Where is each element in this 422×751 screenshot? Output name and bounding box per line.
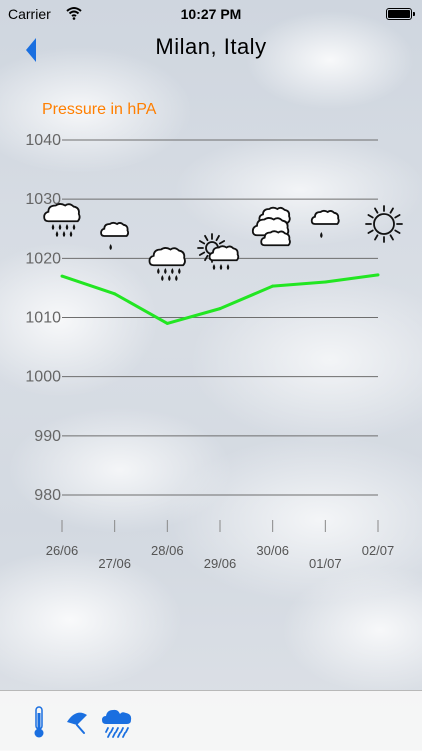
y-tick-label: 1010 bbox=[25, 310, 61, 327]
pressure-series-line bbox=[61, 273, 379, 325]
x-tick-label: 02/07 bbox=[362, 543, 395, 558]
page-title: Milan, Italy bbox=[155, 34, 267, 59]
light-rain-cloud-icon bbox=[310, 209, 340, 238]
overcast-clouds-icon bbox=[251, 206, 291, 247]
rain-cloud-icon bbox=[102, 709, 132, 738]
wifi-icon bbox=[66, 7, 82, 20]
status-bar: Carrier 10:27 PM bbox=[0, 0, 422, 28]
sun-cloud-rain-icon bbox=[197, 233, 240, 270]
pressure-data-point bbox=[323, 280, 327, 284]
battery-icon bbox=[386, 8, 415, 20]
pressure-data-point bbox=[165, 321, 169, 325]
y-tick-label: 990 bbox=[34, 428, 61, 445]
back-chevron-icon[interactable] bbox=[22, 37, 42, 63]
pressure-data-point bbox=[218, 307, 222, 311]
pressure-data-point bbox=[60, 274, 64, 278]
light-rain-cloud-icon bbox=[100, 221, 130, 250]
y-tick-label: 1020 bbox=[25, 250, 61, 267]
tab-temperature[interactable] bbox=[22, 705, 56, 739]
y-tick-label: 1030 bbox=[25, 191, 61, 208]
x-tick-label: 26/06 bbox=[46, 543, 79, 558]
carrier-label: Carrier bbox=[8, 6, 51, 22]
x-tick-label: 01/07 bbox=[309, 556, 342, 571]
pressure-data-point bbox=[113, 292, 117, 296]
x-tick-label: 29/06 bbox=[204, 556, 237, 571]
chart-title: Pressure in hPA bbox=[42, 101, 157, 118]
x-tick-label: 28/06 bbox=[151, 543, 184, 558]
navigation-bar: Milan, Italy bbox=[0, 28, 422, 72]
pressure-data-point bbox=[271, 284, 275, 288]
status-time: 10:27 PM bbox=[180, 6, 242, 22]
y-tick-label: 980 bbox=[34, 487, 61, 504]
umbrella-icon bbox=[67, 712, 87, 734]
x-tick-label: 27/06 bbox=[98, 556, 131, 571]
heavy-rain-cloud-icon bbox=[148, 247, 186, 281]
thermometer-icon bbox=[34, 706, 44, 738]
y-tick-label: 1000 bbox=[25, 369, 61, 386]
tab-rain[interactable] bbox=[100, 705, 134, 739]
heavy-rain-cloud-icon bbox=[43, 203, 81, 237]
tab-wind[interactable] bbox=[62, 705, 96, 739]
x-tick-label: 30/06 bbox=[256, 543, 289, 558]
pressure-data-point bbox=[376, 273, 380, 277]
pressure-chart: 1040 1030 1020 1010 1000 990 980 26/06 27/06 28/… bbox=[25, 132, 403, 571]
y-tick-label: 1040 bbox=[25, 132, 61, 149]
sun-icon bbox=[365, 205, 403, 243]
tab-bar bbox=[0, 690, 422, 751]
